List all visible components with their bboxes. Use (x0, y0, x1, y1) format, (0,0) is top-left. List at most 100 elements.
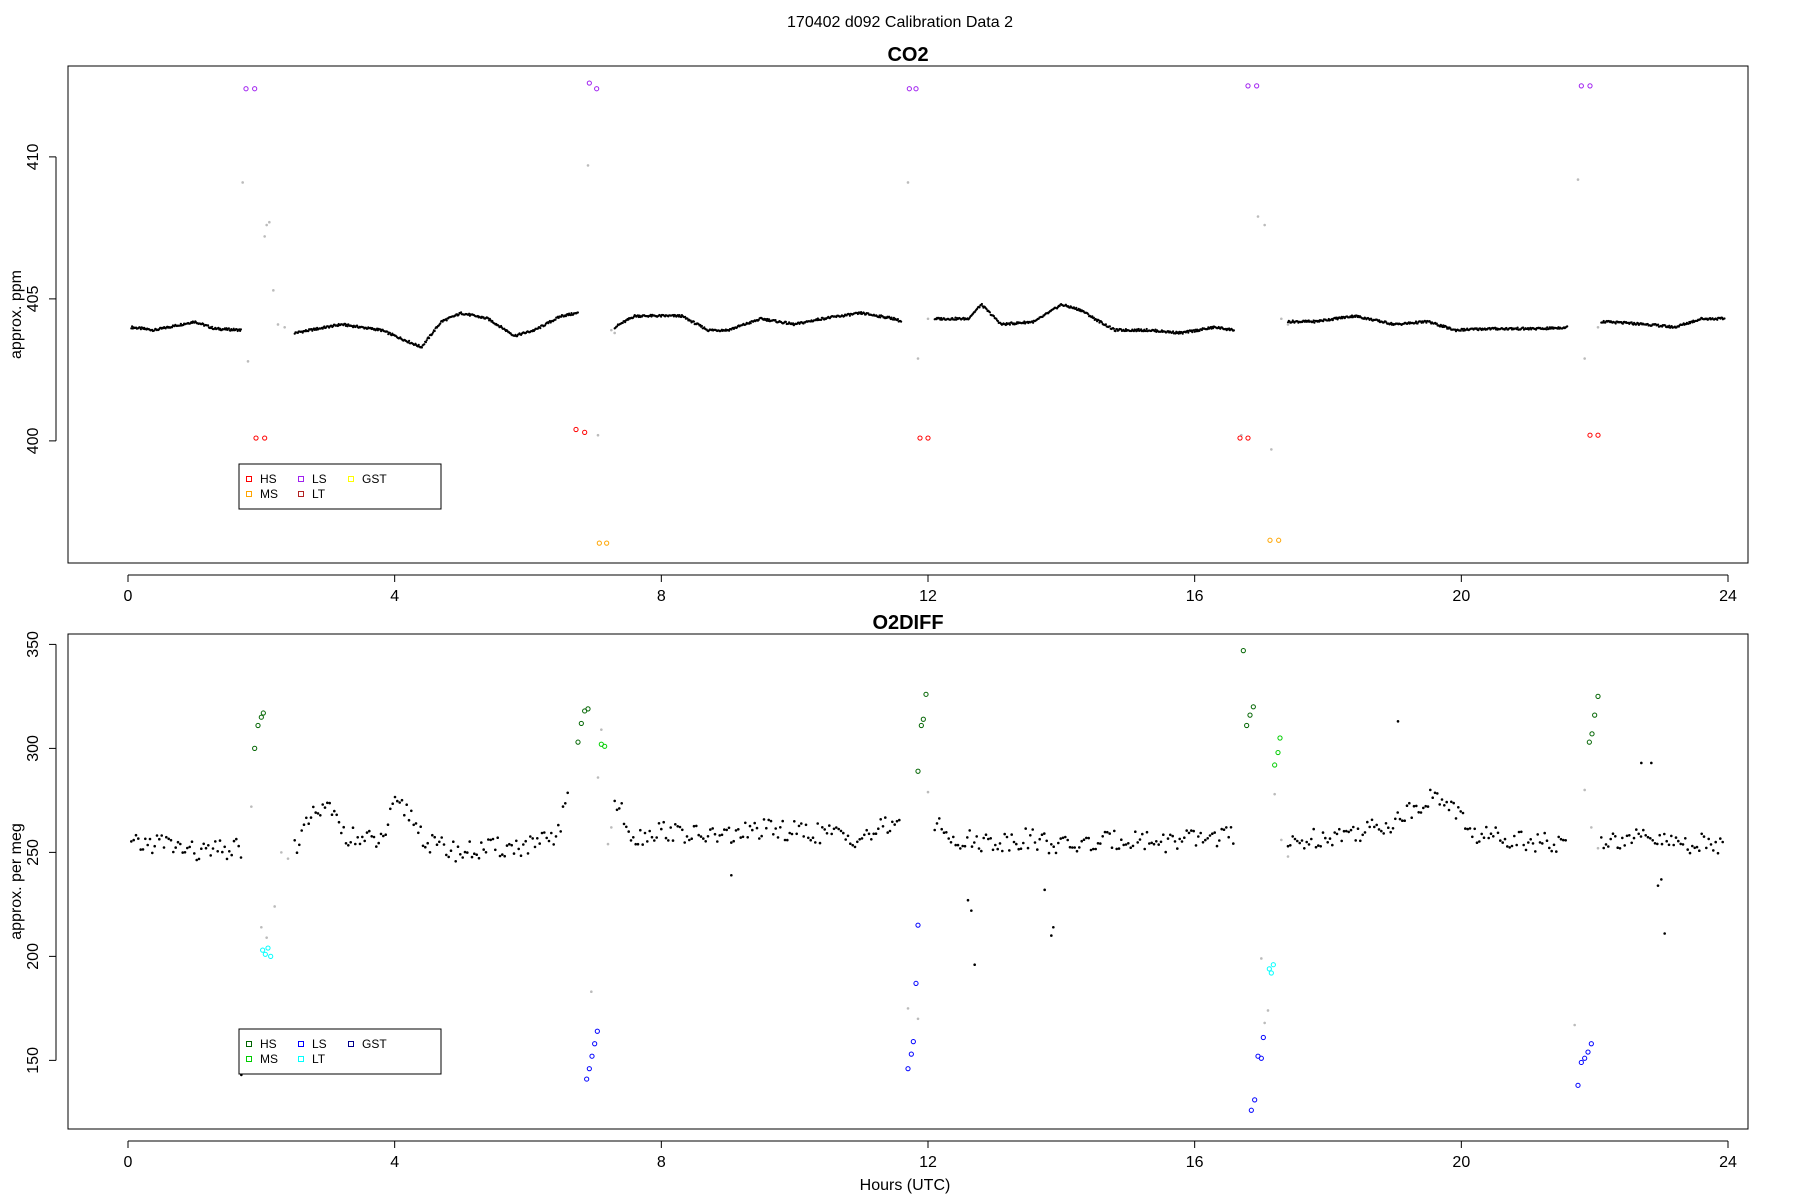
ambient-point (1319, 845, 1322, 848)
ambient-point (1716, 851, 1720, 855)
calibration-point-ls (1578, 83, 1584, 89)
ambient-point (1405, 804, 1409, 807)
transition-point (1596, 846, 1600, 850)
ambient-point (1008, 849, 1011, 852)
ambient-point (739, 836, 742, 839)
ambient-point (307, 822, 311, 825)
ambient-point (171, 326, 174, 329)
ambient-point (1043, 832, 1046, 835)
ambient-point (956, 843, 960, 847)
ambient-point (550, 831, 553, 835)
transition-point (1286, 323, 1290, 326)
ambient-point (1657, 323, 1660, 326)
ambient-point (431, 833, 434, 837)
ambient-point (432, 331, 435, 334)
ambient-point (1663, 832, 1666, 836)
ambient-point (966, 836, 969, 839)
ambient-point (879, 316, 882, 319)
x-tick-label: 20 (1452, 1154, 1470, 1171)
ambient-point (758, 837, 761, 840)
ambient-point (961, 844, 964, 848)
ambient-point (1368, 825, 1371, 829)
ambient-point (1321, 831, 1325, 834)
ambient-point (892, 318, 895, 321)
ambient-point (211, 325, 214, 328)
ambient-point (1394, 817, 1397, 821)
ambient-point (1192, 829, 1195, 833)
ambient-point (1361, 833, 1364, 837)
ambient-point (494, 848, 497, 852)
ambient-point (1644, 834, 1647, 837)
ambient-point (984, 833, 988, 836)
ambient-point (746, 836, 749, 839)
transition-point (926, 790, 930, 794)
ambient-point (935, 822, 939, 825)
calibration-point-ls (594, 86, 600, 92)
transition-point (1256, 215, 1260, 218)
ambient-point (207, 844, 210, 847)
ambient-point (657, 822, 661, 825)
ambient-point (1559, 837, 1563, 841)
ambient-point (860, 837, 864, 840)
ambient-point (1433, 791, 1437, 795)
ambient-point (870, 838, 873, 841)
ambient-point (1522, 843, 1525, 847)
calibration-point-hs (1595, 432, 1601, 438)
ambient-point (1091, 315, 1094, 318)
ambient-point (1015, 842, 1018, 846)
ambient-point (466, 851, 469, 854)
ambient-point (1171, 834, 1174, 838)
ambient-point (1352, 825, 1355, 829)
calibration-point-hs (258, 714, 264, 720)
ambient-point (529, 835, 532, 838)
ambient-point (1169, 833, 1172, 837)
ambient-point (564, 802, 567, 805)
calibration-point-lt (268, 953, 274, 959)
ambient-point (1024, 827, 1027, 830)
ambient-point (1296, 839, 1299, 843)
ambient-point (1052, 845, 1055, 848)
ambient-point (188, 845, 191, 849)
ambient-point (622, 822, 626, 826)
ambient-point (1312, 827, 1315, 831)
ambient-point (1356, 827, 1360, 830)
transition-point (916, 1017, 920, 1021)
ambient-point (386, 823, 390, 826)
ambient-point (1124, 328, 1127, 331)
ambient-point (1178, 837, 1181, 841)
calibration-point-ls (908, 1051, 914, 1057)
transition-point (610, 328, 613, 332)
ambient-point (314, 811, 318, 814)
ambient-point (438, 840, 441, 844)
ambient-point (1307, 843, 1311, 846)
calibration-point-ls (252, 86, 258, 92)
ambient-point (828, 824, 831, 827)
ambient-point (1114, 330, 1117, 333)
ambient-point (531, 837, 534, 840)
calibration-point-hs (1244, 722, 1250, 729)
ambient-point (1429, 788, 1432, 792)
ambient-point (884, 816, 887, 819)
ambient-point (386, 330, 389, 333)
ambient-point (1517, 830, 1521, 834)
legend-swatch (246, 1041, 252, 1047)
ambient-point (1538, 841, 1542, 844)
plot-frame (67, 633, 1749, 1130)
ambient-point (1546, 326, 1549, 329)
ambient-point (1066, 838, 1069, 842)
calibration-point-ls (915, 922, 921, 928)
x-tick-label: 24 (1719, 1154, 1737, 1171)
ambient-point (1462, 327, 1466, 330)
ambient-point (312, 805, 315, 809)
x-tick-label: 0 (124, 588, 133, 605)
ambient-point (1197, 835, 1200, 838)
ambient-point (1004, 323, 1008, 327)
ambient-point (134, 833, 138, 837)
ambient-point (1155, 840, 1158, 843)
ambient-point (1054, 851, 1058, 855)
ambient-point (1668, 324, 1671, 327)
ambient-point (872, 832, 875, 836)
ambient-point (1220, 827, 1223, 831)
ambient-point (508, 842, 511, 846)
